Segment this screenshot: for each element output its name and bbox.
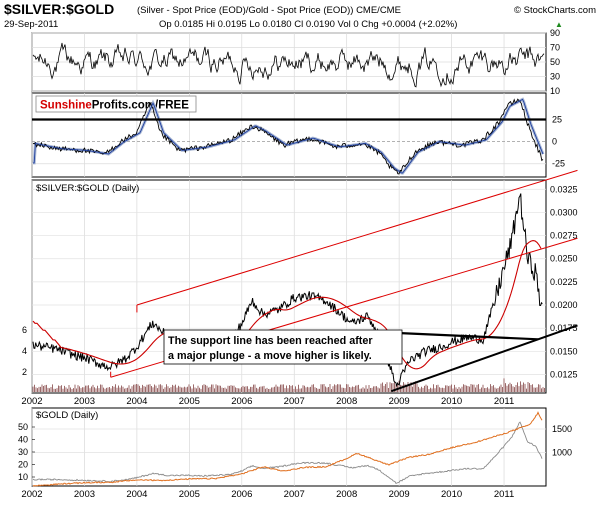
watermark: © StockCharts.com — [514, 5, 596, 16]
main-tick-label: 0.0225 — [550, 277, 578, 287]
x-tick-label: 2005 — [179, 396, 200, 407]
rsi-tick-label: 10 — [550, 86, 560, 96]
gold-left-tick-label: 10 — [18, 472, 28, 482]
moving-average-line — [32, 240, 542, 370]
main-tick-label: 0.0175 — [550, 323, 578, 333]
gold-left-tick-label: 40 — [18, 435, 28, 445]
main-panel-title: $SILVER:$GOLD (Daily) — [36, 183, 139, 194]
rsi-tick-label: 30 — [550, 72, 560, 82]
rsi-tick-label: 70 — [550, 43, 560, 53]
x-tick-label: 2011 — [494, 396, 514, 407]
x-tick-label: 2002 — [21, 396, 42, 407]
axis-ticks: 2002200220032003200420042005200520062006… — [18, 28, 578, 500]
ratio-overlay-line — [32, 421, 543, 484]
quote-up-arrow: ▲ — [555, 20, 563, 29]
macd-tick-label: 25 — [552, 115, 562, 125]
rsi-tick-label: 50 — [550, 57, 560, 67]
main-tick-label: 0.0150 — [550, 346, 578, 356]
x-tick-label: 2003 — [74, 396, 95, 407]
gold-tick-label: 1000 — [552, 447, 572, 457]
main-tick-label: 0.0300 — [550, 207, 578, 217]
resistance-upper-line — [136, 169, 578, 306]
gold-tick-label: 1500 — [552, 424, 572, 434]
macd-line — [32, 98, 544, 175]
x-tick-label: 2006 — [231, 489, 252, 500]
x-tick-label: 2008 — [336, 489, 357, 500]
main-tick-label: 0.0125 — [550, 369, 578, 379]
annotation-line-1: The support line has been reached after — [168, 335, 373, 347]
svg-text:SunshineProfits.com/FREE: SunshineProfits.com/FREE — [40, 100, 189, 112]
volume-tick-label: 2 — [22, 367, 27, 377]
gold-panel-title: $GOLD (Daily) — [36, 410, 98, 421]
gold-panel — [31, 407, 547, 487]
volume-tick-label: 6 — [22, 325, 27, 335]
x-tick-label: 2003 — [74, 489, 95, 500]
x-tick-label: 2008 — [336, 396, 357, 407]
rsi-tick-label: 90 — [550, 28, 560, 38]
quote-line: Op 0.0185 Hi 0.0195 Lo 0.0180 Cl 0.0190 … — [159, 19, 457, 30]
x-tick-label: 2007 — [284, 396, 305, 407]
rsi-line — [32, 42, 545, 88]
main-tick-label: 0.0275 — [550, 231, 578, 241]
x-tick-label: 2009 — [389, 489, 410, 500]
logo-rest: Profits.com/FREE — [92, 100, 189, 112]
main-tick-label: 0.0200 — [550, 300, 578, 310]
x-tick-label: 2004 — [126, 489, 147, 500]
x-tick-label: 2010 — [441, 396, 462, 407]
macd-tick-label: 0 — [552, 137, 557, 147]
macd-series — [32, 97, 546, 175]
x-tick-label: 2004 — [126, 396, 147, 407]
x-tick-label: 2007 — [284, 489, 305, 500]
x-tick-label: 2006 — [231, 396, 252, 407]
rsi-series — [32, 42, 545, 88]
gold-left-tick-label: 30 — [18, 447, 28, 457]
x-tick-label: 2009 — [389, 396, 410, 407]
main-tick-label: 0.0250 — [550, 254, 578, 264]
volume-tick-label: 4 — [22, 346, 27, 356]
annotation-line-2: a major plunge - a move higher is likely… — [168, 350, 372, 362]
x-tick-label: 2010 — [441, 489, 462, 500]
logo-brand: Sunshine — [40, 100, 92, 112]
support-line — [390, 324, 578, 393]
volume-bars — [32, 378, 545, 392]
x-tick-label: 2005 — [179, 489, 200, 500]
support-line-secondary — [397, 331, 539, 341]
gold-price-line — [32, 411, 543, 487]
macd-tick-label: -25 — [552, 159, 565, 169]
sunshine-logo: SunshineProfits.com/FREE — [35, 95, 197, 113]
x-tick-label: 2002 — [21, 489, 42, 500]
ratio-price-line — [32, 193, 543, 388]
gold-left-tick-label: 20 — [18, 460, 28, 470]
x-tick-label: 2011 — [494, 489, 514, 500]
macd-signal-line — [33, 98, 544, 174]
chart-symbol: $SILVER:$GOLD — [4, 1, 114, 17]
gold-series — [32, 411, 543, 487]
annotation-box: The support line has been reached after … — [163, 329, 403, 365]
chart-description: (Silver - Spot Price (EOD)/Gold - Spot P… — [137, 5, 401, 16]
gold-left-tick-label: 50 — [18, 422, 28, 432]
chart-date: 29-Sep-2011 — [4, 19, 58, 30]
main-tick-label: 0.0325 — [550, 184, 578, 194]
